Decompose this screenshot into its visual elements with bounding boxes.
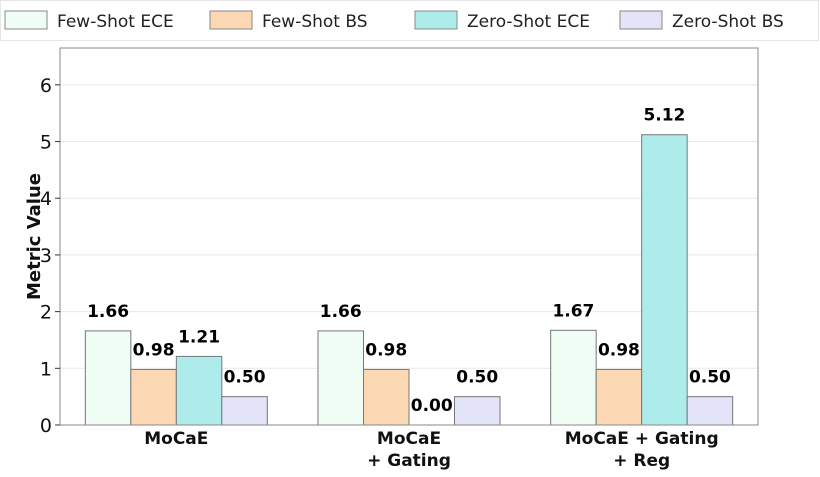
data-label: 1.66 [87, 302, 129, 322]
legend-swatch [414, 10, 458, 30]
legend-box [0, 0, 819, 41]
y-axis-title: Metric Value [24, 173, 45, 300]
x-tick-label: + Reg [613, 451, 670, 471]
bar [221, 396, 268, 426]
data-label: 0.00 [411, 396, 453, 416]
legend-label: Zero-Shot BS [672, 12, 784, 32]
data-label: 1.67 [552, 301, 594, 321]
data-label: 1.21 [178, 327, 220, 347]
y-tick-label: 3 [40, 245, 52, 267]
data-labels: 1.660.981.210.501.660.980.000.501.670.98… [87, 106, 731, 416]
bar [363, 368, 410, 426]
bar [84, 330, 132, 426]
x-tick-label: MoCaE + Gating [565, 429, 719, 449]
y-tick-label: 4 [40, 188, 52, 210]
bar [641, 134, 688, 426]
legend-swatch [209, 10, 253, 30]
bar [454, 396, 501, 426]
y-tick-label: 6 [40, 75, 52, 97]
data-label: 0.98 [133, 340, 175, 360]
x-tick-label: + Gating [367, 451, 451, 471]
legend-swatch [4, 10, 48, 30]
y-tick-label: 0 [40, 415, 52, 437]
legend-label: Zero-Shot ECE [467, 12, 590, 32]
y-tick-label: 5 [40, 132, 52, 154]
bar [130, 368, 177, 426]
bar [686, 396, 734, 426]
data-label: 1.66 [320, 302, 362, 322]
bar [595, 368, 643, 426]
legend-label: Few-Shot BS [262, 12, 368, 32]
plot-frame [59, 47, 759, 426]
data-label: 0.50 [456, 368, 498, 388]
bar [175, 355, 223, 426]
x-tick-label: MoCaE [377, 429, 441, 449]
y-axis: 0 1 2 3 4 5 6 [40, 75, 60, 437]
legend-label: Few-Shot ECE [57, 12, 174, 32]
bars [84, 134, 734, 426]
data-label: 0.50 [689, 368, 731, 388]
data-label: 0.50 [224, 368, 266, 388]
legend: Few-Shot ECE Few-Shot BS Zero-Shot ECE Zero… [0, 0, 819, 41]
y-tick-label: 2 [40, 302, 52, 324]
bar [550, 329, 597, 426]
data-label: 0.98 [598, 340, 640, 360]
legend-swatch [619, 10, 663, 30]
data-label: 5.12 [643, 106, 685, 126]
data-label: 0.98 [365, 340, 407, 360]
bar [317, 330, 364, 426]
x-tick-label: MoCaE [144, 429, 208, 449]
y-tick-label: 1 [40, 358, 52, 380]
